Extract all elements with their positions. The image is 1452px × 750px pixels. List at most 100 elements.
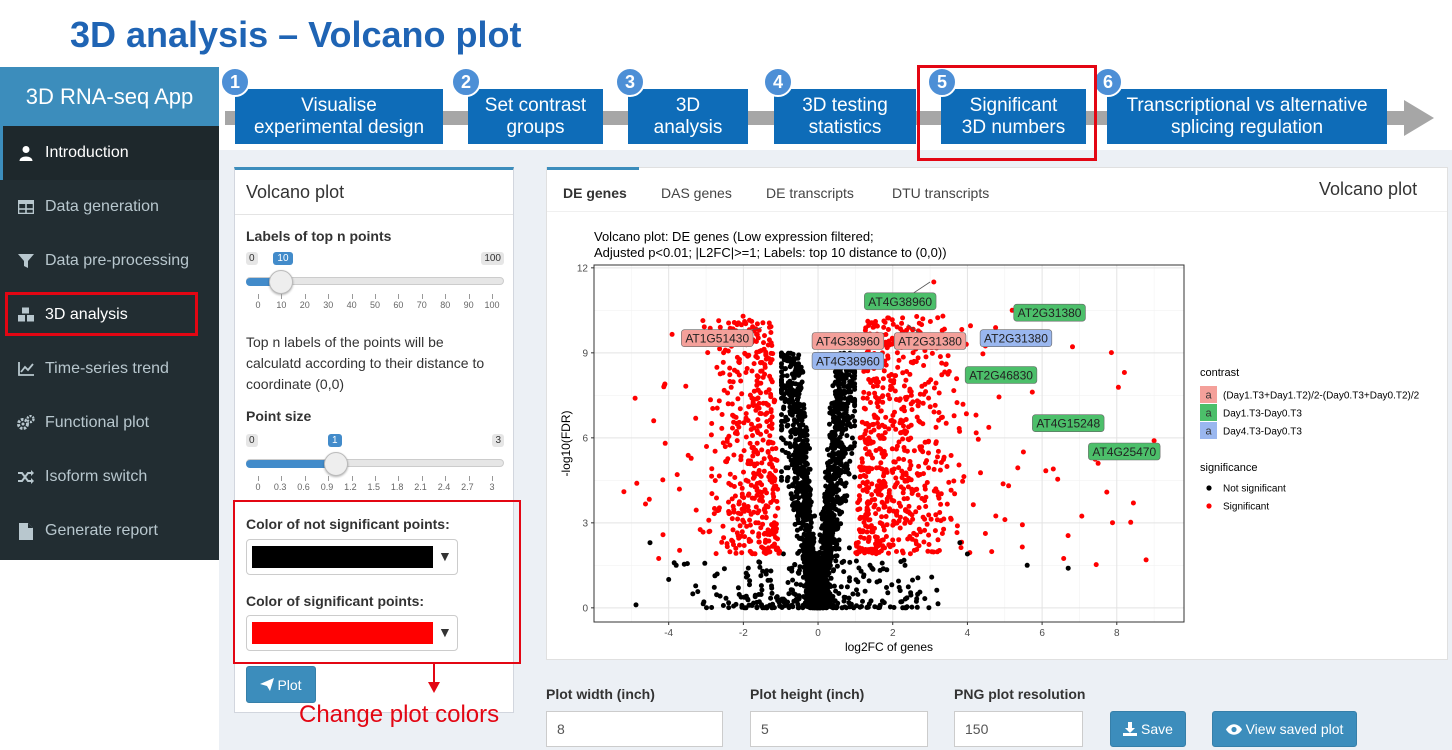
not-significant-point <box>838 412 844 418</box>
slider-handle[interactable] <box>269 270 294 294</box>
not-significant-point <box>799 511 805 517</box>
not-significant-point <box>779 369 784 375</box>
significant-point <box>719 412 725 417</box>
slider-tick-mark <box>492 476 493 481</box>
significant-point <box>719 425 725 431</box>
not-significant-point <box>845 418 851 424</box>
sidebar-item-functional-plot[interactable]: Functional plot <box>0 396 219 450</box>
not-significant-color-picker[interactable]: ▼ <box>246 539 458 575</box>
tab-de-genes[interactable]: DE genes <box>563 185 627 201</box>
significant-point <box>917 444 923 450</box>
step-3[interactable]: 3D analysis <box>628 89 748 144</box>
not-significant-point <box>788 429 794 435</box>
png-resolution-input[interactable]: 150 <box>954 711 1083 747</box>
slider-tick-label: 50 <box>370 300 381 310</box>
significant-point <box>765 449 771 454</box>
step-1[interactable]: Visualise experimental design <box>235 89 443 144</box>
significant-point <box>922 516 928 522</box>
not-significant-point <box>777 603 783 609</box>
not-significant-point <box>852 401 858 407</box>
significant-point <box>740 313 746 319</box>
tab-de-transcripts[interactable]: DE transcripts <box>766 185 854 201</box>
not-significant-point <box>819 567 825 572</box>
tab-das-genes[interactable]: DAS genes <box>661 185 732 201</box>
significant-point <box>932 528 938 534</box>
app-title[interactable]: 3D RNA-seq App <box>0 67 219 126</box>
significant-point <box>856 493 862 499</box>
significant-point <box>933 459 939 465</box>
significant-point <box>857 435 863 441</box>
slider-handle[interactable] <box>324 452 348 476</box>
significant-point <box>741 469 746 475</box>
sidebar-item-data-generation[interactable]: Data generation <box>0 180 219 234</box>
tab-dtu-transcripts[interactable]: DTU transcripts <box>892 185 990 201</box>
save-button[interactable]: Save <box>1110 711 1186 747</box>
step-4[interactable]: 3D testing statistics <box>774 89 916 144</box>
plot-button[interactable]: Plot <box>246 666 316 703</box>
not-significant-point <box>811 590 816 596</box>
not-significant-point <box>712 573 718 579</box>
significant-color-picker[interactable]: ▼ <box>246 615 458 651</box>
sidebar-item-introduction[interactable]: Introduction <box>0 126 219 180</box>
significant-point <box>920 316 926 322</box>
not-significant-point <box>633 602 639 608</box>
significant-point <box>1143 557 1149 563</box>
sidebar-item-isoform-switch[interactable]: Isoform switch <box>0 450 219 504</box>
paper-plane-icon <box>260 678 275 691</box>
plot-height-input[interactable]: 5 <box>750 711 928 747</box>
significant-point <box>764 402 770 407</box>
significant-point <box>870 384 876 389</box>
y-tick-label: 9 <box>582 348 588 359</box>
plot-width-input[interactable]: 8 <box>546 711 723 747</box>
sidebar-item-time-series-trend[interactable]: Time-series trend <box>0 342 219 396</box>
significant-point <box>738 322 744 328</box>
significant-point <box>714 405 720 411</box>
top-n-ticks: 0 10 20 30 40 50 60 70 80 90 100 <box>246 294 504 314</box>
step-5[interactable]: Significant 3D numbers <box>941 89 1086 144</box>
point-size-ticks: 0 0.3 0.6 0.9 1.2 1.5 1.8 2.1 2.4 2.7 3 <box>246 476 504 496</box>
cogs-icon <box>16 415 36 431</box>
significant-point <box>725 348 731 354</box>
sidebar-item-generate-report[interactable]: Generate report <box>0 504 219 558</box>
not-significant-color-label: Color of not significant points: <box>246 516 450 532</box>
gene-label-box <box>811 332 885 350</box>
not-significant-point <box>896 578 901 584</box>
slider-tick-mark <box>351 294 353 299</box>
significant-point <box>866 465 872 471</box>
significant-point <box>868 380 874 385</box>
significant-point <box>909 512 915 518</box>
significant-point <box>759 494 765 500</box>
significant-point <box>891 518 897 524</box>
not-significant-point <box>825 447 830 453</box>
step-6[interactable]: Transcriptional vs alternative splicing r… <box>1107 89 1387 144</box>
slider-tick-label: 0 <box>255 482 261 492</box>
not-significant-point <box>904 595 910 601</box>
view-saved-plot-button[interactable]: View saved plot <box>1212 711 1357 747</box>
volcano-plot: Volcano plot: DE genes (Low expression f… <box>559 229 1420 654</box>
legend-key-glyph: a <box>1205 426 1212 438</box>
not-significant-point <box>815 583 821 589</box>
significant-point <box>926 512 932 518</box>
sidebar-item-3d-analysis[interactable]: 3D analysis <box>0 288 219 342</box>
significant-point <box>720 523 726 529</box>
significant-point <box>741 448 747 454</box>
top-n-slider[interactable]: 0 100 10 <box>246 250 504 300</box>
significant-point <box>922 483 928 489</box>
step-2[interactable]: Set contrast groups <box>468 89 603 144</box>
not-significant-point <box>827 405 833 411</box>
significant-point <box>1006 483 1012 489</box>
significant-point <box>735 396 741 402</box>
not-significant-point <box>846 446 852 452</box>
not-significant-point <box>797 410 803 416</box>
not-significant-point <box>790 422 796 428</box>
significant-point <box>720 359 726 365</box>
significant-point <box>862 327 868 333</box>
point-size-slider[interactable]: 0 3 1 <box>246 432 504 482</box>
significant-point <box>734 438 740 444</box>
significant-point <box>982 531 988 536</box>
plot-panel <box>594 265 1184 622</box>
not-significant-point <box>847 604 853 610</box>
sidebar-item-data-preprocessing[interactable]: Data pre-processing <box>0 234 219 288</box>
significant-point <box>1108 350 1114 356</box>
significant-point <box>734 322 740 328</box>
